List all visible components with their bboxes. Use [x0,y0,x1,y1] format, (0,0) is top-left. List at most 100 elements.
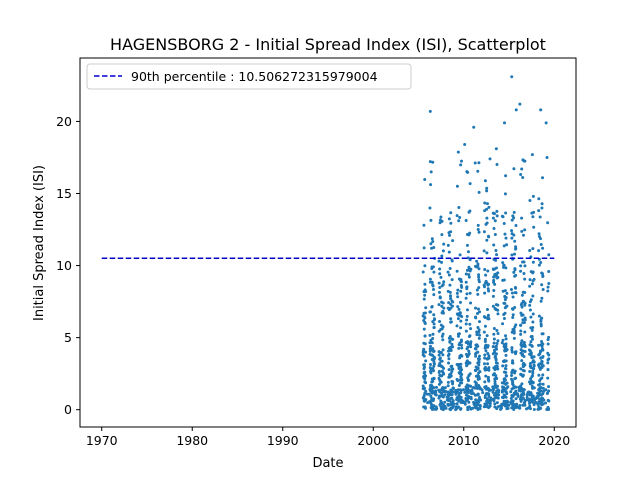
data-point [491,345,495,349]
data-point [424,381,428,385]
data-point [540,359,544,363]
data-point [477,363,481,367]
data-point [532,367,536,371]
data-point [459,389,463,393]
x-tick-label: 1970 [86,433,118,448]
data-point [501,364,505,368]
data-point [522,300,526,304]
data-point [440,260,444,264]
data-point [428,206,432,210]
data-point [476,393,480,397]
data-point [510,377,514,381]
data-point [501,278,505,282]
data-point [489,388,493,392]
data-point [522,402,526,406]
data-point [504,236,508,240]
data-point [464,219,468,223]
data-point [521,344,525,348]
data-point [438,218,442,222]
data-point [476,169,480,173]
data-point [422,318,426,322]
data-point [476,326,480,329]
data-point [469,301,473,305]
data-point [438,296,442,300]
data-point [493,354,497,358]
data-point [512,167,516,171]
data-point [447,375,451,379]
data-point [492,341,496,345]
data-point [477,161,481,165]
data-point [450,396,454,400]
data-point [444,406,448,410]
data-point [504,342,508,346]
data-point [480,388,484,392]
data-point [503,349,507,353]
data-point [491,373,495,377]
data-point [529,326,533,330]
data-point [465,359,469,363]
data-point [531,359,535,363]
data-point [458,300,462,304]
chart-title: HAGENSBORG 2 - Initial Spread Index (ISI… [110,35,546,54]
data-point [476,264,480,268]
data-point [430,237,434,241]
data-point [474,383,478,387]
data-point [423,321,427,325]
data-point [455,291,459,295]
data-point [448,373,452,377]
data-point [459,395,463,399]
data-point [502,317,506,320]
data-point [510,291,514,295]
data-point [476,223,480,227]
data-point [485,207,489,211]
data-point [485,238,489,242]
data-point [492,226,496,230]
data-point [518,102,522,106]
data-point [493,382,497,386]
data-point [523,303,527,307]
data-point [432,317,436,321]
data-point [445,395,449,399]
legend: 90th percentile : 10.506272315979004 [86,63,412,90]
data-point [547,357,551,361]
data-point [526,406,530,410]
data-point [456,288,460,292]
data-point [455,324,459,328]
data-point [540,296,544,300]
data-point [495,253,499,257]
data-point [511,315,515,319]
data-point [485,216,489,220]
data-point [486,234,490,238]
data-point [515,392,519,396]
data-point [522,361,526,365]
data-point [439,399,443,403]
data-point [432,313,436,317]
data-point [532,408,536,411]
data-point [428,310,432,314]
data-point [462,388,466,392]
data-point [521,368,525,372]
data-point [432,293,436,297]
data-point [484,374,488,378]
data-point [428,160,432,164]
data-point [503,359,507,363]
data-point [460,368,464,372]
data-point [465,292,469,296]
data-point [463,390,467,394]
data-point [472,125,476,129]
data-point [496,405,500,409]
data-point [466,340,470,344]
data-point [450,342,454,346]
data-point [483,315,487,319]
data-point [472,392,476,396]
data-point [540,316,544,320]
y-axis-label: Initial Spread Index (ISI) [32,165,47,321]
data-point [514,108,518,112]
data-point [457,393,461,397]
data-point [541,373,545,377]
data-point [487,282,490,286]
data-point [465,355,469,359]
data-point [459,343,463,347]
data-point [530,153,534,157]
data-point [493,348,497,352]
